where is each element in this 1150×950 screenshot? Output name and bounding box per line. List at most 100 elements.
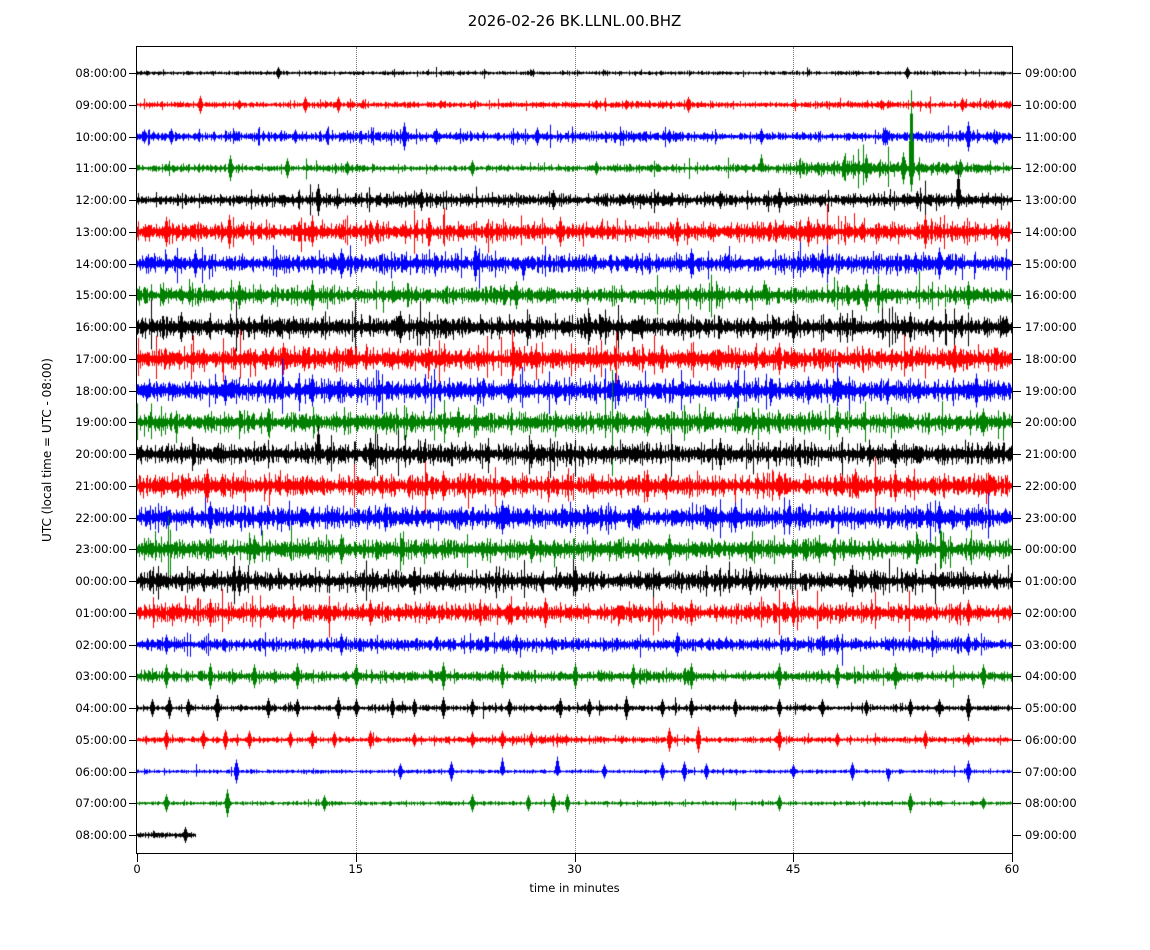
left-tick: [129, 358, 137, 360]
utc-time-label: 17:00:00: [75, 351, 127, 366]
utc-time-label: 03:00:00: [75, 669, 127, 684]
utc-time-label: 21:00:00: [75, 478, 127, 493]
left-tick: [129, 231, 137, 233]
end-time-label: 12:00:00: [1025, 161, 1077, 176]
left-tick: [129, 327, 137, 328]
x-tick-label: 45: [785, 862, 801, 876]
left-tick: [129, 676, 137, 678]
left-tick: [129, 612, 137, 614]
utc-time-label: 12:00:00: [75, 193, 127, 207]
x-tick: [355, 854, 357, 862]
right-tick: [1013, 803, 1021, 805]
right-tick: [1013, 676, 1021, 678]
right-tick: [1013, 771, 1021, 773]
utc-time-label: 19:00:00: [75, 415, 127, 430]
right-tick: [1013, 263, 1021, 265]
end-time-label: 13:00:00: [1025, 193, 1077, 207]
left-tick: [129, 581, 137, 582]
end-time-label: 02:00:00: [1025, 605, 1077, 620]
right-tick: [1013, 136, 1021, 138]
utc-time-label: 04:00:00: [75, 701, 127, 715]
end-time-label: 05:00:00: [1025, 701, 1077, 715]
utc-time-label: 15:00:00: [75, 288, 127, 303]
end-time-label: 22:00:00: [1025, 478, 1077, 493]
end-time-label: 20:00:00: [1025, 415, 1077, 430]
right-tick: [1013, 549, 1021, 551]
end-time-label: 16:00:00: [1025, 288, 1077, 303]
right-tick: [1013, 708, 1021, 709]
utc-time-label: 01:00:00: [75, 605, 127, 620]
x-tick: [137, 854, 138, 862]
left-tick: [129, 390, 137, 392]
utc-time-label: 06:00:00: [75, 764, 127, 779]
right-tick: [1013, 200, 1021, 201]
right-tick: [1013, 485, 1021, 487]
utc-time-label: 00:00:00: [75, 574, 127, 588]
left-tick: [129, 454, 137, 455]
right-tick: [1013, 73, 1021, 74]
x-tick: [793, 854, 795, 862]
utc-time-label: 08:00:00: [75, 66, 127, 80]
left-tick: [129, 517, 137, 519]
utc-time-label: 16:00:00: [75, 320, 127, 334]
end-time-label: 11:00:00: [1025, 129, 1077, 144]
left-tick: [129, 485, 137, 487]
end-time-label: 17:00:00: [1025, 320, 1077, 334]
end-time-label: 08:00:00: [1025, 796, 1077, 811]
end-time-label: 01:00:00: [1025, 574, 1077, 588]
end-time-label: 19:00:00: [1025, 383, 1077, 398]
right-tick: [1013, 835, 1021, 836]
end-time-label: 00:00:00: [1025, 542, 1077, 557]
left-tick: [129, 136, 137, 138]
x-axis-title: time in minutes: [529, 881, 620, 895]
utc-time-label: 14:00:00: [75, 256, 127, 271]
end-time-label: 07:00:00: [1025, 764, 1077, 779]
utc-time-label: 11:00:00: [75, 161, 127, 176]
right-tick: [1013, 517, 1021, 519]
end-time-label: 18:00:00: [1025, 351, 1077, 366]
right-tick: [1013, 612, 1021, 614]
waveform-canvas: [137, 47, 1012, 853]
left-tick: [129, 739, 137, 741]
left-tick: [129, 73, 137, 74]
left-tick: [129, 422, 137, 424]
x-tick-label: 0: [133, 862, 141, 876]
utc-time-label: 07:00:00: [75, 796, 127, 811]
x-tick: [1012, 854, 1013, 862]
right-tick: [1013, 104, 1021, 106]
right-tick: [1013, 454, 1021, 455]
utc-time-label: 18:00:00: [75, 383, 127, 398]
end-time-label: 10:00:00: [1025, 97, 1077, 112]
left-tick: [129, 771, 137, 773]
end-time-label: 09:00:00: [1025, 828, 1077, 842]
utc-time-label: 09:00:00: [75, 97, 127, 112]
utc-time-label: 20:00:00: [75, 447, 127, 461]
end-time-label: 04:00:00: [1025, 669, 1077, 684]
right-tick: [1013, 644, 1021, 646]
utc-time-label: 02:00:00: [75, 637, 127, 652]
left-tick: [129, 644, 137, 646]
x-tick-label: 30: [567, 862, 582, 876]
end-time-label: 21:00:00: [1025, 447, 1077, 461]
left-tick: [129, 708, 137, 709]
left-tick: [129, 803, 137, 805]
right-tick: [1013, 739, 1021, 741]
end-time-label: 15:00:00: [1025, 256, 1077, 271]
left-tick: [129, 168, 137, 170]
left-tick: [129, 549, 137, 551]
right-tick: [1013, 422, 1021, 424]
utc-time-label: 13:00:00: [75, 224, 127, 239]
plot-area: [136, 46, 1013, 854]
right-tick: [1013, 358, 1021, 360]
utc-time-label: 22:00:00: [75, 510, 127, 525]
end-time-label: 23:00:00: [1025, 510, 1077, 525]
x-tick-label: 60: [1004, 862, 1020, 876]
left-tick: [129, 200, 137, 201]
end-time-label: 03:00:00: [1025, 637, 1077, 652]
right-tick: [1013, 390, 1021, 392]
right-tick: [1013, 581, 1021, 582]
left-tick: [129, 263, 137, 265]
left-tick: [129, 295, 137, 297]
right-tick: [1013, 168, 1021, 170]
